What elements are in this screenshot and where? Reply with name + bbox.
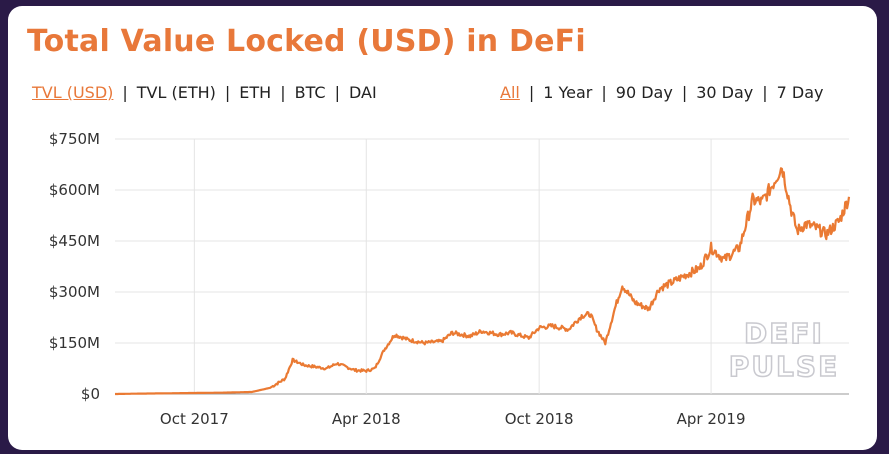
tab-separator: |	[762, 83, 768, 102]
x-axis: Oct 2017 Apr 2018 Oct 2018 Apr 2019	[160, 410, 746, 428]
tab-separator: |	[122, 83, 128, 102]
tab-range-7-day[interactable]: 7 Day	[776, 83, 824, 102]
metric-tabs: TVL (USD) | TVL (ETH) | ETH | BTC | DAI	[32, 83, 377, 102]
tab-range-all[interactable]: All	[500, 83, 520, 102]
chart-grid	[115, 138, 849, 395]
x-tick-label: Apr 2018	[332, 410, 401, 428]
watermark-logo: DEFI PULSE	[728, 316, 839, 384]
tab-range-90-day[interactable]: 90 Day	[615, 83, 673, 102]
x-tick-label: Apr 2019	[677, 410, 746, 428]
tab-range-30-day[interactable]: 30 Day	[696, 83, 754, 102]
watermark-pulse: PULSE	[729, 350, 839, 383]
tab-separator: |	[528, 83, 535, 102]
tab-range-1-year[interactable]: 1 Year	[543, 83, 593, 102]
x-tick-label: Oct 2017	[160, 410, 229, 428]
chart-card	[8, 6, 877, 450]
tab-eth[interactable]: ETH	[239, 83, 272, 102]
x-tick-label: Oct 2018	[505, 410, 574, 428]
tab-separator: |	[224, 83, 231, 102]
tab-dai[interactable]: DAI	[348, 83, 377, 102]
y-tick-label: $600M	[49, 181, 100, 199]
y-tick-label: $0	[81, 385, 100, 403]
watermark-defi: DEFI	[744, 317, 824, 350]
page-title: Total Value Locked (USD) in DeFi	[27, 24, 586, 59]
y-tick-label: $450M	[49, 232, 100, 250]
tab-separator: |	[681, 83, 688, 102]
tab-tvl-usd[interactable]: TVL (USD)	[32, 83, 114, 102]
y-axis: $0 $150M $300M $450M $600M $750M	[49, 130, 100, 403]
tab-btc[interactable]: BTC	[294, 83, 326, 102]
range-tabs: All | 1 Year | 90 Day | 30 Day | 7 Day	[500, 83, 824, 102]
y-tick-label: $150M	[49, 334, 100, 352]
y-tick-label: $750M	[49, 130, 100, 148]
tab-separator: |	[334, 83, 340, 102]
tab-tvl-eth[interactable]: TVL (ETH)	[136, 83, 216, 102]
tab-separator: |	[280, 83, 286, 102]
y-tick-label: $300M	[49, 283, 100, 301]
tab-separator: |	[601, 83, 607, 102]
series-line-tvl	[114, 167, 851, 396]
